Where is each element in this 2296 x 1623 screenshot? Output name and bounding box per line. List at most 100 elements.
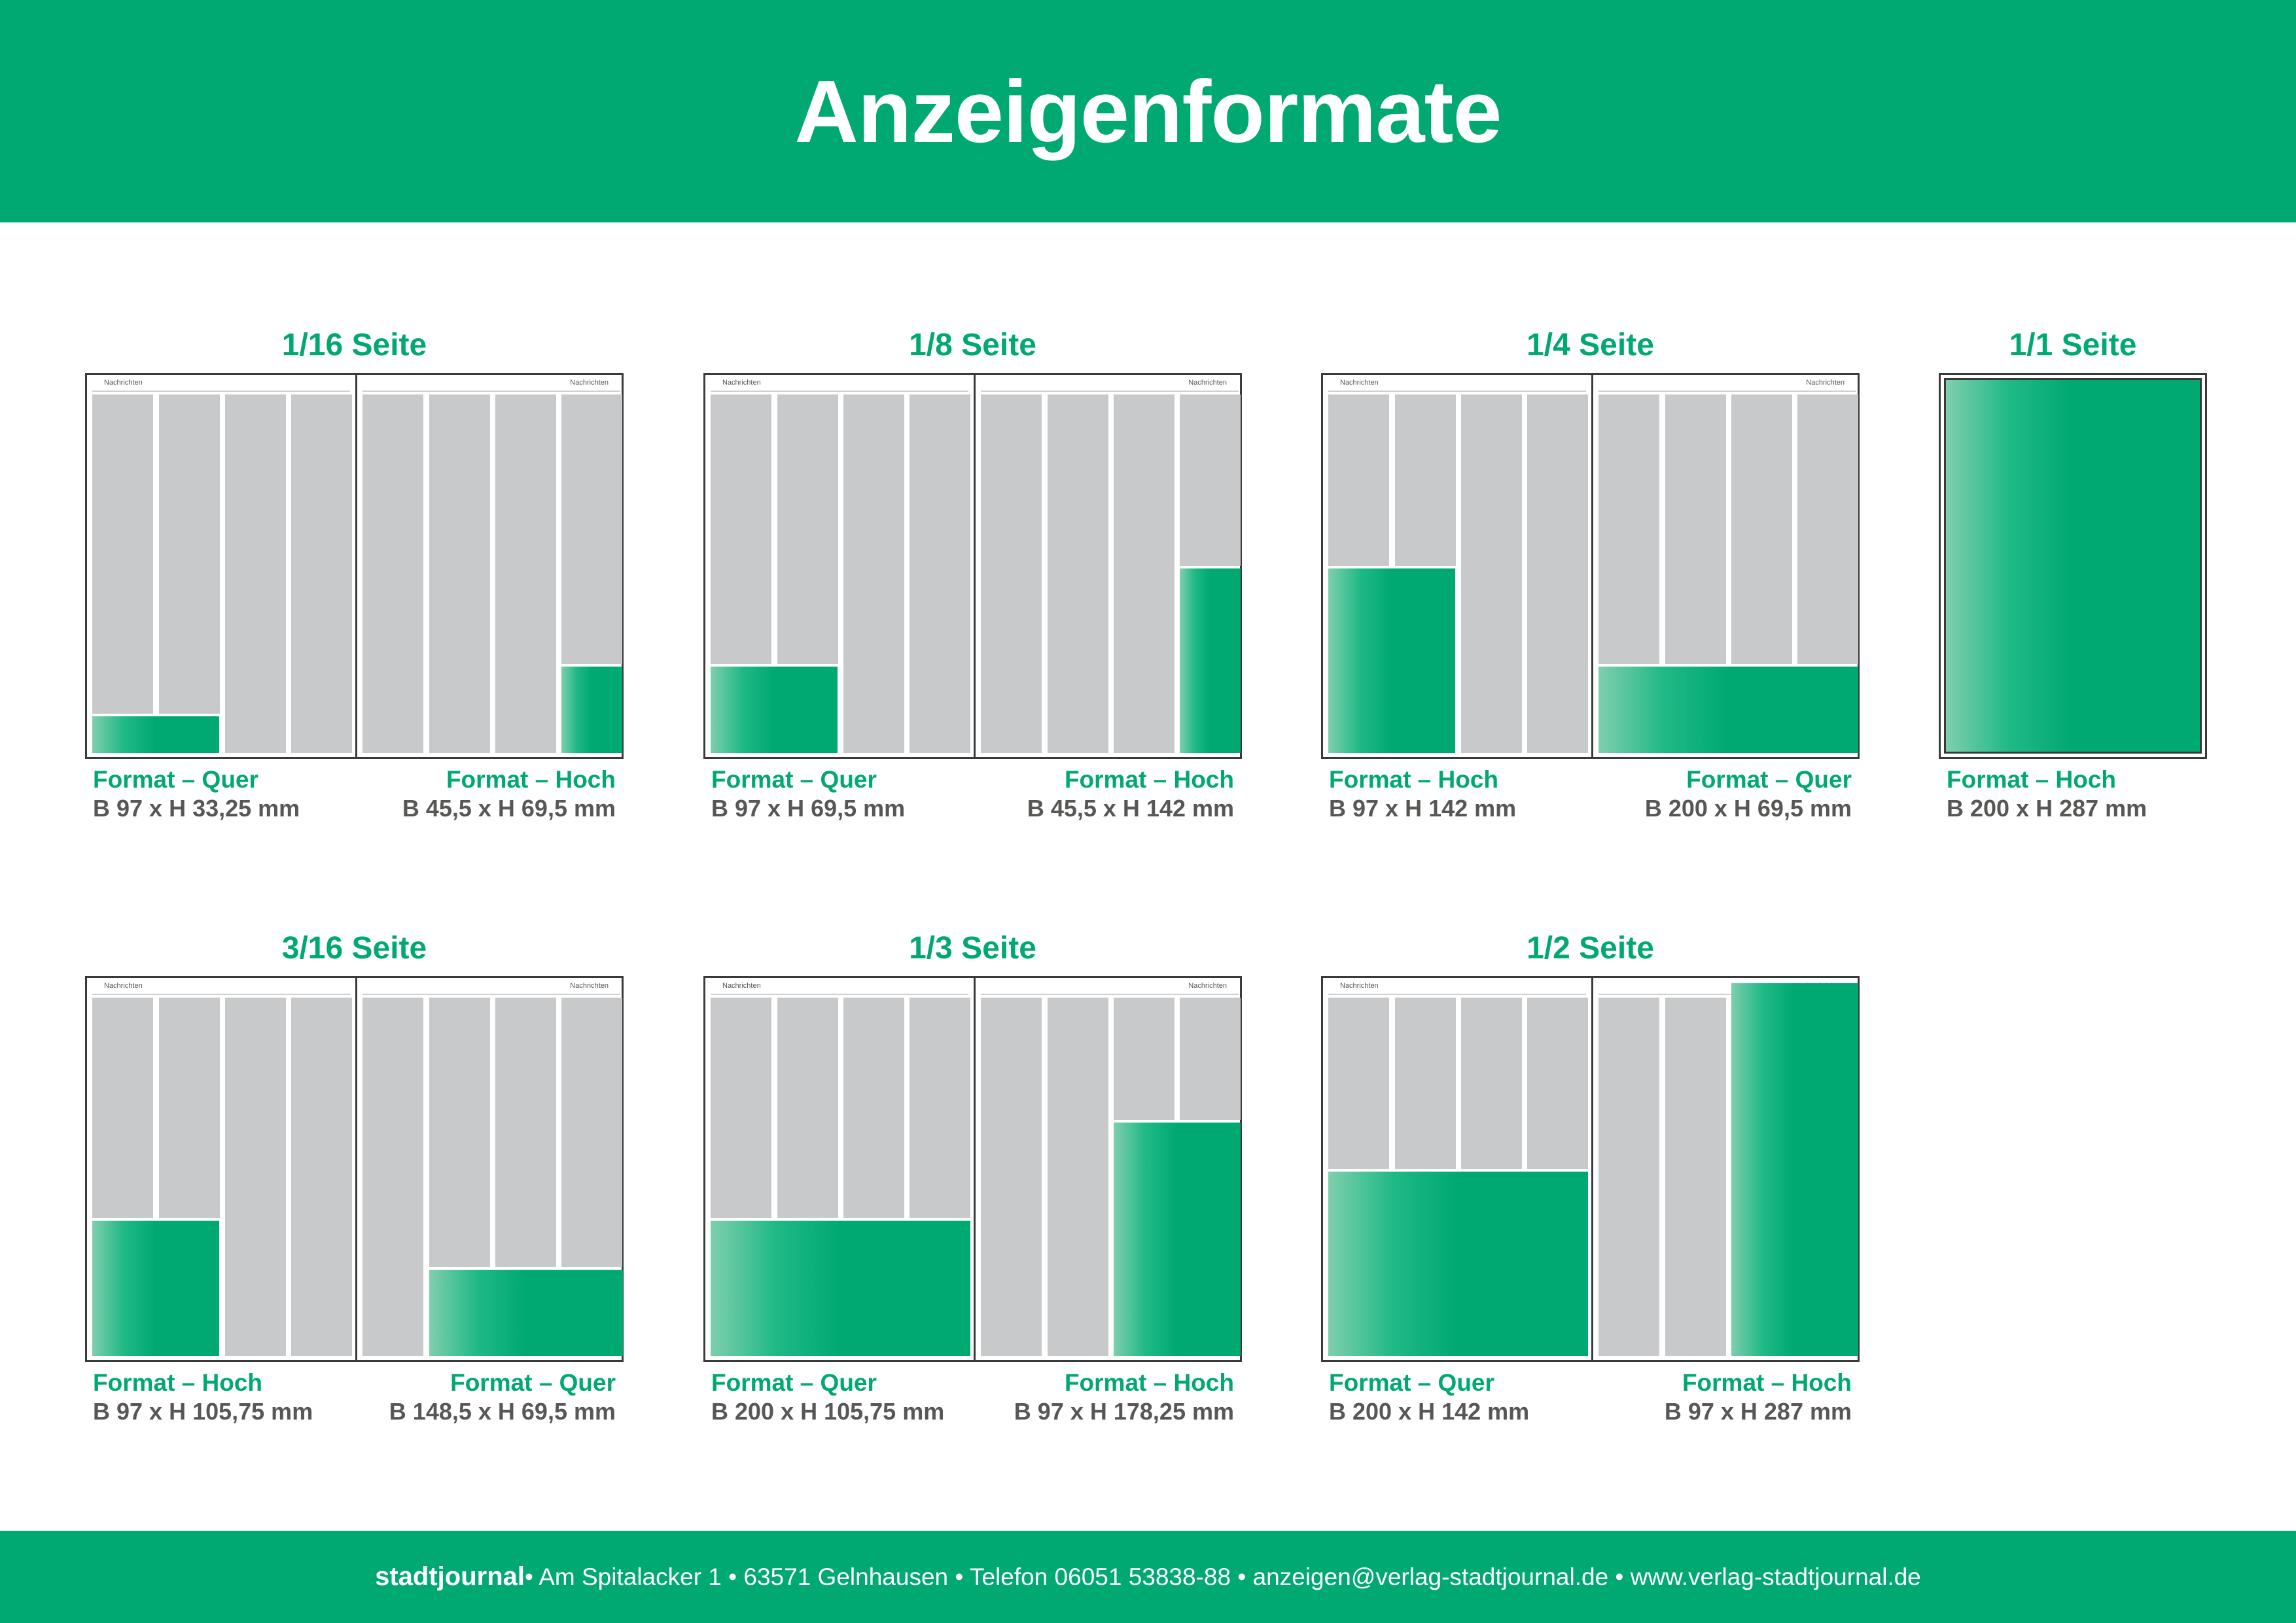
text-column [362,394,423,753]
page-left: Nachrichten [1323,375,1591,757]
page-right: Nachrichten [976,978,1244,1360]
text-column [1114,998,1174,1120]
text-column [1665,394,1726,664]
page-header-label: Nachrichten [104,982,143,990]
ad-placement [561,667,622,753]
format-label: Format – Quer [711,766,877,793]
ad-placement [92,716,219,753]
page-header-label: Nachrichten [1806,379,1845,387]
text-column [1328,394,1389,566]
text-column [225,998,286,1356]
text-column [1598,394,1659,664]
caption-left: Format – Hoch B 97 x H 105,75 mm [93,1369,348,1426]
text-column [561,998,622,1267]
text-column [1395,998,1456,1169]
text-column [981,998,1042,1356]
format-title: 1/16 Seite [281,328,427,362]
footer-contact: • Am Spitalacker 1 • 63571 Gelnhausen • … [525,1563,1921,1590]
footer-banner: stadtjournal • Am Spitalacker 1 • 63571 … [0,1531,2296,1623]
text-column [429,998,490,1267]
format-dimensions: B 97 x H 287 mm [1664,1398,1852,1425]
page-header-label: Nachrichten [1340,982,1379,990]
format-dimensions: B 200 x H 287 mm [1947,795,2147,822]
text-column [711,394,771,664]
caption-right: Format – Quer B 148,5 x H 69,5 mm [361,1369,616,1426]
page-header-rule [711,994,968,995]
spread-mockup: Nachrichten Nachrichten [85,373,624,759]
format-dimensions: B 200 x H 105,75 mm [711,1398,945,1425]
page-header-rule [981,994,1239,995]
spread-mockup: Nachrichten Nachrichten [85,976,624,1362]
caption-left: Format – Quer B 200 x H 142 mm [1329,1369,1584,1426]
format-label: Format – Hoch [1064,1369,1234,1396]
text-column [362,998,423,1356]
ad-placement [1731,983,1858,1356]
spread-mockup: Nachrichten Nachrichten [1321,373,1860,759]
ad-placement [92,1221,219,1356]
ad-placement [1328,1172,1588,1356]
format-label: Format – Quer [1329,1369,1494,1396]
text-column [1328,998,1389,1169]
spread-mockup: Nachrichten Nachrichten [1321,976,1860,1362]
caption-left: Format – Quer B 97 x H 33,25 mm [93,765,348,823]
spread-mockup: Nachrichten Nachrichten [703,373,1242,759]
format-label: Format – Quer [711,1369,877,1396]
page-header-label: Nachrichten [570,379,609,387]
spread-gutter [355,978,357,1360]
page-left: Nachrichten [87,978,355,1360]
page-right: Nachrichten [1593,375,1862,757]
text-column [1527,394,1588,753]
ad-placement [429,1270,623,1356]
caption-left: Format – Quer B 200 x H 105,75 mm [711,1369,966,1426]
page-left: Nachrichten [87,375,355,757]
text-column [92,998,153,1218]
caption-right: Format – Hoch B 97 x H 178,25 mm [979,1369,1234,1426]
format-title: 1/4 Seite [1527,328,1654,362]
text-column [1665,998,1726,1356]
format-dimensions: B 97 x H 178,25 mm [1014,1398,1234,1425]
format-label: Format – Hoch [1682,1369,1852,1396]
page-header-rule [711,391,968,392]
spread-gutter [1591,375,1593,757]
text-column [1461,394,1522,753]
format-group: 1/8 Seite Nachrichten Nachrichten Format – … [703,326,1242,849]
text-column [777,998,838,1218]
page-right: Nachrichten [357,978,626,1360]
format-title: 1/2 Seite [1527,931,1654,966]
caption-left: Format – Hoch B 200 x H 287 mm [1947,765,2202,823]
page-header-rule [1328,994,1586,995]
text-column [910,998,970,1218]
format-dimensions: B 45,5 x H 69,5 mm [402,795,616,822]
page-header-rule [92,994,350,995]
format-label: Format – Quer [1686,766,1852,793]
format-dimensions: B 148,5 x H 69,5 mm [389,1398,616,1425]
text-column [843,394,904,753]
page-header-label: Nachrichten [104,379,143,387]
format-dimensions: B 97 x H 69,5 mm [711,795,906,822]
caption-right: Format – Hoch B 45,5 x H 142 mm [979,765,1234,823]
format-dimensions: B 97 x H 33,25 mm [93,795,300,822]
format-label: Format – Hoch [93,1369,263,1396]
page-header-label: Nachrichten [722,982,761,990]
format-label: Format – Hoch [1064,766,1234,793]
text-column [429,394,490,753]
text-column [495,394,556,753]
caption-right: Format – Hoch B 97 x H 287 mm [1597,1369,1852,1426]
format-label: Format – Hoch [1329,766,1499,793]
text-column [92,394,153,714]
ad-placement [1114,1123,1241,1356]
text-column [1048,998,1108,1356]
format-label: Format – Quer [93,766,258,793]
text-column [1180,394,1241,566]
format-group: 1/3 Seite Nachrichten Nachrichten Format – … [703,929,1242,1452]
format-dimensions: B 45,5 x H 142 mm [1027,795,1234,822]
ad-placement [1328,568,1455,753]
caption-right: Format – Quer B 200 x H 69,5 mm [1597,765,1852,823]
text-column [777,394,838,664]
caption-right: Format – Hoch B 45,5 x H 69,5 mm [361,765,616,823]
text-column [1731,394,1792,664]
text-column [159,394,220,714]
format-label: Format – Quer [450,1369,616,1396]
format-group: 1/4 Seite Nachrichten Nachrichten Format – … [1321,326,1860,849]
